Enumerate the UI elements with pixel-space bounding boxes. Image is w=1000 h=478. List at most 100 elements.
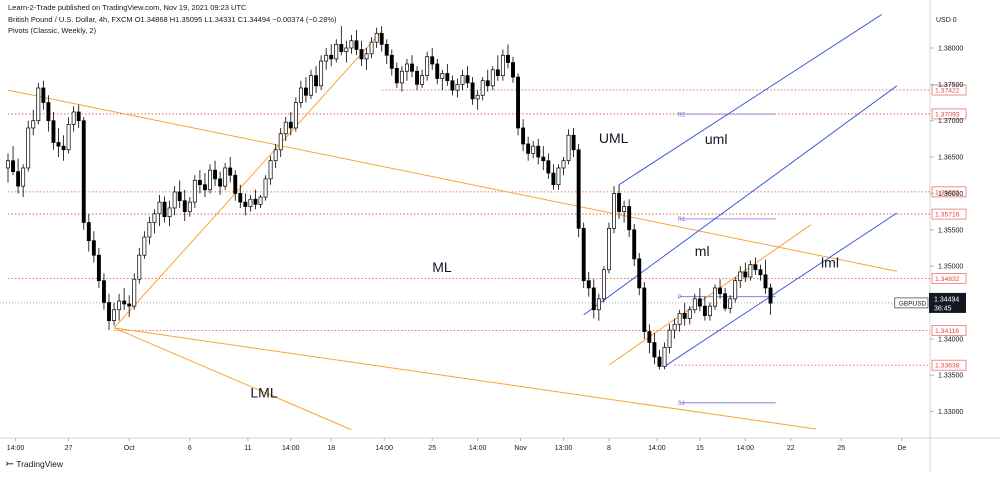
tradingview-logo[interactable]: ⤚ TradingView [6,458,63,469]
candle-body-up [258,196,263,205]
candle [263,175,268,201]
candle-body-up [687,309,692,319]
candle [248,194,253,212]
candle-body-up [399,70,404,84]
price-level-tag [931,108,967,120]
candle [253,189,258,210]
candle-body-down [435,63,440,79]
price-level-value: 1.36021 [935,189,960,196]
candle-body-up [344,47,349,52]
price-level-tag [931,84,967,96]
candle [369,37,374,59]
candle-body-down [647,331,652,343]
candle [682,302,687,326]
indicator-info[interactable]: Pivots (Classic, Weekly, 2) [8,26,97,35]
candle-body-up [132,278,137,307]
candle [713,284,717,310]
candle [56,127,61,158]
candle-body-down [576,149,581,229]
candle-body-down [96,254,101,282]
x-tick-label: 8 [607,445,611,452]
candle [122,287,127,310]
candle [521,119,526,152]
candle [101,273,106,310]
candle-body-down [182,200,187,212]
candle [177,180,182,208]
candle [576,143,581,238]
candle [581,222,586,288]
candle-body-down [758,269,763,276]
symbol-tag-label: GBPUSD [899,300,927,307]
x-tick-label: 25 [428,445,436,452]
candle-body-up [66,123,71,151]
pivot-label: S1 [678,401,686,407]
candle-body-down [511,62,515,78]
candle-body-up [622,206,627,212]
candle-body-up [278,133,283,151]
candle-body-down [86,222,91,242]
candle [455,78,460,98]
candle-body-up [137,254,142,280]
candle [485,69,490,92]
candle-body-up [733,280,738,300]
candle-body-down [233,174,238,194]
candle-body-down [81,120,86,223]
trend-lines [7,14,898,431]
candle-body-down [288,121,293,129]
candle-body-down [536,145,541,158]
candle-body-up [187,201,192,212]
x-tick-label: 27 [65,445,73,452]
candle-body-up [364,53,369,60]
candle-body-down [11,160,15,172]
candle-body-down [127,303,132,307]
candle-body-up [223,167,228,187]
price-level-value: 1.35716 [935,212,960,219]
candle-body-up [662,347,667,367]
candle [314,66,319,94]
candle [36,82,41,125]
candle [218,171,223,195]
candle [213,160,217,187]
candle [142,231,147,259]
candle-body-down [197,179,202,186]
candle [339,26,344,56]
candle-body-up [440,73,445,79]
candle-body-up [672,323,677,331]
x-tick-label: 25 [837,445,845,452]
candle [187,197,192,217]
candle-body-down [652,342,657,358]
candle [642,282,647,339]
x-tick-label: 6 [188,445,192,452]
lml-channel-line [664,212,898,367]
candle-body-down [177,191,182,202]
candle [374,27,379,48]
candle-body-up [738,271,743,282]
candle [647,324,652,354]
candle-body-up [707,305,712,316]
candle [687,306,692,325]
candle [697,287,702,312]
candle-body-down [718,287,723,295]
x-tick-label: De [897,445,906,452]
upswing-trendline [113,30,383,329]
candle-body-down [506,54,510,63]
candle-body-down [546,160,551,174]
candle-body-up [455,83,460,91]
candle-body-down [162,201,167,218]
candle-body-down [46,102,51,122]
price-level-tag [931,186,967,198]
horizontal-levels: 1.37422 1.37093 1.36021 1.35716 1.34832 1.341… [8,84,967,371]
candle-body-up [556,167,561,186]
candle [667,324,672,354]
x-tick-label: 14:00 [375,445,393,452]
candle-body-up [319,60,324,87]
candle [334,39,339,63]
candle [273,143,278,168]
candle [591,279,596,319]
candle [228,157,233,183]
candle [379,26,384,52]
candle [112,302,116,326]
pivot-label: R2 [678,112,686,118]
